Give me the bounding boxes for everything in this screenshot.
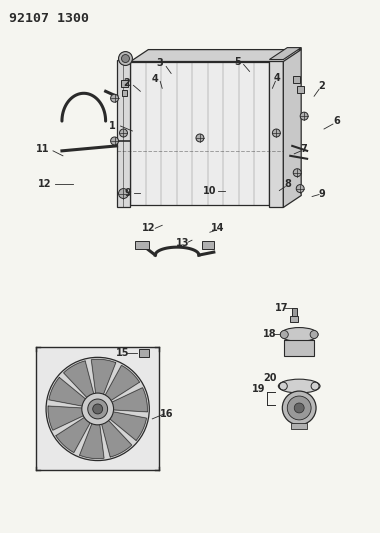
Text: 15: 15 [116,349,129,358]
Polygon shape [56,416,92,453]
Circle shape [120,129,127,137]
Polygon shape [63,361,94,400]
Circle shape [119,189,128,198]
Circle shape [196,134,204,142]
Polygon shape [91,359,116,397]
Text: 20: 20 [264,373,277,383]
Text: 2: 2 [319,82,325,91]
Polygon shape [130,50,301,61]
Circle shape [88,399,108,419]
Circle shape [111,137,119,145]
Text: 18: 18 [263,329,276,340]
Ellipse shape [280,328,318,342]
Text: 8: 8 [285,179,292,189]
Circle shape [122,54,130,62]
Polygon shape [49,377,88,407]
Text: 6: 6 [334,116,340,126]
Text: 5: 5 [234,56,241,67]
Text: 11: 11 [36,144,50,154]
Polygon shape [269,47,301,60]
Bar [121,80,128,87]
Polygon shape [80,421,104,458]
Circle shape [93,404,103,414]
Text: 4: 4 [152,75,158,84]
Circle shape [310,330,318,338]
Bar [122,90,127,96]
Circle shape [293,169,301,176]
Circle shape [296,184,304,192]
Bar [290,316,298,321]
Polygon shape [101,418,132,457]
Text: 19: 19 [252,384,265,394]
Polygon shape [109,387,147,412]
Text: 10: 10 [203,185,217,196]
Circle shape [111,94,119,102]
Bar [139,350,149,357]
Text: 4: 4 [274,74,281,83]
Circle shape [280,330,288,338]
Ellipse shape [278,379,320,393]
Polygon shape [48,406,86,430]
Polygon shape [104,366,139,402]
Text: 12: 12 [142,223,155,233]
Text: 7: 7 [301,144,307,154]
Bar [130,61,269,205]
Text: 16: 16 [160,409,174,419]
Text: 2: 2 [123,78,130,88]
Bar [284,341,314,357]
Text: 13: 13 [176,238,190,248]
Circle shape [287,396,311,420]
Circle shape [300,112,308,120]
Circle shape [272,129,280,137]
Text: 1: 1 [109,121,116,131]
Text: 17: 17 [275,303,288,313]
Polygon shape [283,47,301,207]
Bar [293,76,300,83]
Bar [117,60,130,207]
Bar [291,423,307,429]
Circle shape [282,391,316,425]
Bar [269,60,283,207]
Text: 92107 1300: 92107 1300 [10,12,89,25]
Bar [36,348,159,471]
Circle shape [82,393,114,425]
Bar [297,86,304,93]
Bar [292,308,297,316]
Text: 12: 12 [38,179,52,189]
Text: 9: 9 [124,188,131,198]
Circle shape [294,403,304,413]
Text: 9: 9 [319,189,325,198]
Bar [202,241,214,249]
Polygon shape [108,411,146,440]
Bar [135,241,149,249]
Text: 3: 3 [157,59,164,69]
Text: 14: 14 [211,223,225,233]
Circle shape [119,52,132,66]
Circle shape [46,357,149,461]
